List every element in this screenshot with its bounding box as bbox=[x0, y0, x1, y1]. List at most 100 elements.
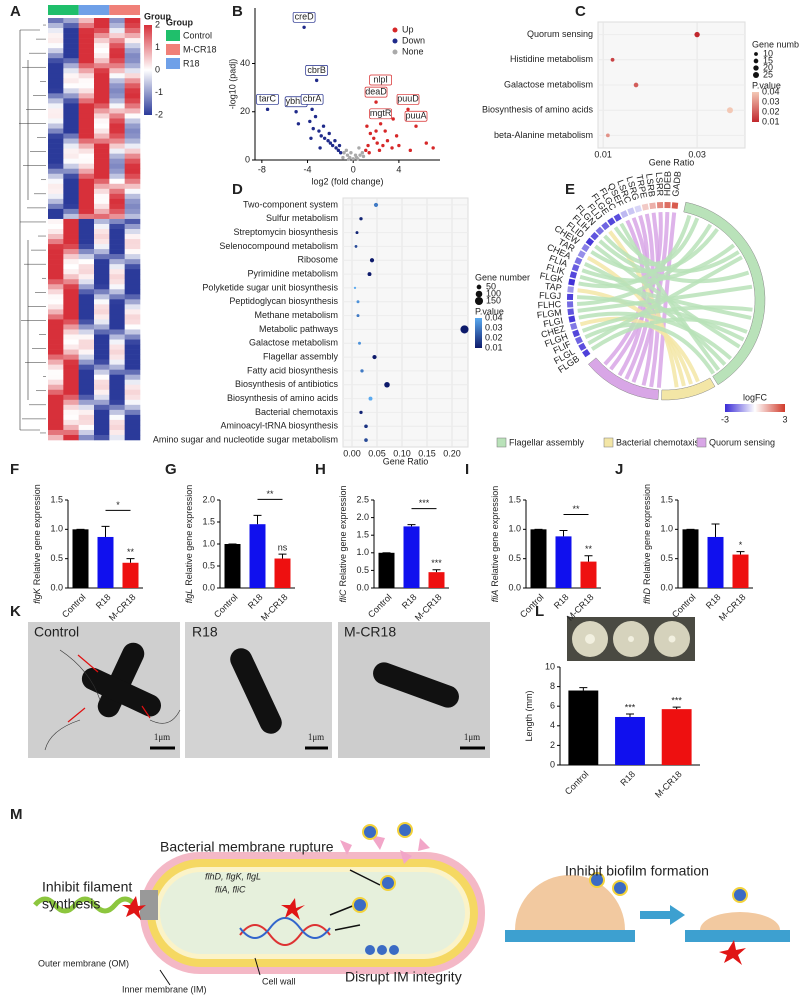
heatmap-cell bbox=[109, 23, 125, 29]
legend-label: R18 bbox=[183, 58, 200, 68]
heatmap-cell bbox=[94, 203, 110, 210]
heatmap-cell bbox=[124, 424, 141, 431]
heatmap-cell bbox=[124, 314, 141, 320]
legend-size bbox=[476, 284, 482, 290]
heatmap-cell bbox=[63, 264, 79, 270]
heatmap-cell bbox=[109, 218, 125, 225]
label-box bbox=[292, 11, 316, 23]
schematic-text: Inhibit biofilm formation bbox=[565, 863, 709, 879]
heatmap-cell bbox=[94, 223, 110, 230]
heatmap-cell bbox=[124, 133, 141, 139]
heatmap-cell bbox=[109, 314, 125, 320]
heatmap-cell bbox=[63, 389, 79, 396]
heatmap-cell bbox=[78, 38, 95, 44]
schematic-text: synthesis bbox=[42, 896, 100, 912]
heatmap-cell bbox=[63, 284, 79, 290]
category-label: Selenocompound metabolism bbox=[219, 241, 338, 251]
y-tick-label: 0 bbox=[550, 759, 555, 769]
heatmap-cell bbox=[48, 98, 64, 104]
heatmap-cell bbox=[94, 83, 110, 89]
heatmap-cell bbox=[94, 163, 110, 170]
label-box bbox=[404, 110, 428, 122]
heatmap-cell bbox=[124, 218, 141, 225]
legend-size-label: 25 bbox=[763, 69, 773, 79]
heatmap-cell bbox=[48, 73, 64, 79]
heatmap-cell bbox=[109, 158, 125, 164]
heatmap-cell bbox=[63, 113, 79, 119]
group-bar bbox=[48, 5, 79, 15]
legend-swatch bbox=[166, 30, 180, 41]
flagella bbox=[44, 649, 181, 751]
point bbox=[390, 146, 394, 150]
point bbox=[408, 148, 413, 153]
heatmap-cell bbox=[94, 48, 110, 54]
heatmap-cell bbox=[48, 389, 64, 396]
heatmap-cell bbox=[63, 299, 79, 305]
heatmap-cell bbox=[124, 359, 141, 365]
micrograph-label: R18 bbox=[192, 624, 218, 640]
heatmap-cell bbox=[63, 424, 79, 431]
point bbox=[361, 154, 366, 159]
point bbox=[308, 119, 312, 124]
heatmap-cell bbox=[109, 118, 125, 124]
bar bbox=[661, 709, 692, 765]
heatmap-cell bbox=[109, 424, 125, 431]
heatmap-cell bbox=[109, 409, 125, 416]
legend-size bbox=[754, 52, 758, 56]
x-tick-label: M-CR18 bbox=[259, 592, 290, 623]
heatmap-cell bbox=[78, 259, 95, 265]
heatmap-cell bbox=[63, 254, 79, 260]
heatmap-cell bbox=[63, 304, 79, 310]
heatmap-cell bbox=[78, 339, 95, 345]
heatmap-cell bbox=[124, 259, 141, 265]
heatmap-cell bbox=[48, 28, 64, 34]
heatmap-cell bbox=[48, 163, 64, 170]
heatmap-cell bbox=[94, 63, 110, 69]
heatmap-cell bbox=[109, 374, 125, 381]
x-tick-label: 0.05 bbox=[368, 448, 386, 458]
legend-title: Group bbox=[166, 17, 193, 27]
heatmap-cell bbox=[63, 239, 79, 245]
heatmap-cell bbox=[63, 98, 79, 104]
heatmap-cell bbox=[63, 384, 79, 391]
scale-tick-label: -1 bbox=[155, 87, 163, 97]
x-tick-label: R18 bbox=[552, 592, 571, 611]
legend-size-label: 50 bbox=[486, 281, 496, 291]
heatmap-cell bbox=[78, 138, 95, 144]
x-tick-label: -4 bbox=[304, 164, 312, 174]
heatmap-cell bbox=[124, 93, 141, 99]
heatmap-cell bbox=[94, 244, 110, 250]
heatmap-cell bbox=[48, 213, 64, 220]
heatmap-cell bbox=[78, 234, 95, 240]
heatmap-cell bbox=[48, 359, 64, 365]
heatmap-cell bbox=[124, 203, 141, 210]
color-tick-label: 0.01 bbox=[762, 116, 780, 126]
heatmap-cell bbox=[78, 384, 95, 391]
heatmap-cell bbox=[78, 309, 95, 315]
heatmap-cell bbox=[78, 108, 95, 114]
heatmap-cell bbox=[48, 208, 64, 215]
heatmap-cell bbox=[124, 38, 141, 44]
point bbox=[374, 129, 378, 133]
point bbox=[314, 78, 319, 83]
y-tick-label: 2.0 bbox=[356, 512, 369, 522]
heatmap-cell bbox=[78, 299, 95, 305]
gene-label: FLGM bbox=[536, 307, 562, 320]
y-tick-label: 1.0 bbox=[356, 547, 369, 557]
y-axis-label: flgK Relative gene expression bbox=[32, 484, 42, 604]
legend-swatch bbox=[166, 58, 180, 69]
heatmap-cell bbox=[78, 123, 95, 129]
heatmap-cell bbox=[94, 43, 110, 49]
heatmap-cell bbox=[124, 414, 141, 421]
heatmap-cell bbox=[78, 173, 95, 180]
micrographs bbox=[28, 622, 490, 758]
heatmap-cell bbox=[48, 364, 64, 370]
y-tick-label: 6 bbox=[550, 701, 555, 711]
heatmap-cell bbox=[109, 83, 125, 89]
point bbox=[365, 124, 369, 128]
gene-square bbox=[578, 342, 587, 351]
heatmap-cell bbox=[63, 28, 79, 34]
category-label: Streptomycin biosynthesis bbox=[233, 227, 338, 237]
point bbox=[385, 138, 390, 143]
category-label: Fatty acid biosynthesis bbox=[247, 365, 339, 375]
